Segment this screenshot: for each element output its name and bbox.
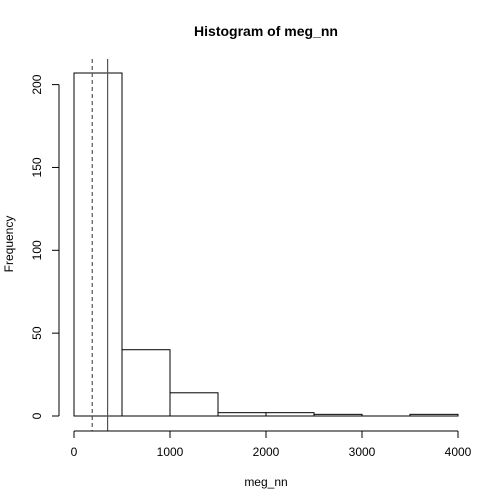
x-tick-label: 1000 xyxy=(157,445,184,459)
x-tick-label: 3000 xyxy=(349,445,376,459)
y-axis-label: Frequency xyxy=(2,216,16,273)
x-tick-label: 4000 xyxy=(445,445,472,459)
histogram-bar xyxy=(169,392,219,417)
x-axis: 0 1000 2000 3000 4000 xyxy=(71,430,472,459)
y-tick-label: 50 xyxy=(30,326,44,340)
reference-lines-group xyxy=(91,59,109,431)
x-tick-label: 2000 xyxy=(253,445,280,459)
y-axis: 0 50 100 150 200 xyxy=(30,74,60,419)
chart-title: Histogram of meg_nn xyxy=(194,23,338,39)
bars-group xyxy=(73,72,459,417)
histogram-bar xyxy=(313,413,363,417)
x-tick-label: 0 xyxy=(71,445,78,459)
histogram-bar xyxy=(409,413,459,417)
histogram-bar xyxy=(265,412,315,417)
y-tick-label: 200 xyxy=(30,74,44,94)
x-axis-label: meg_nn xyxy=(244,475,287,489)
histogram-bar xyxy=(73,72,123,417)
y-tick-label: 150 xyxy=(30,157,44,177)
histogram-bar xyxy=(121,349,171,417)
y-tick-label: 100 xyxy=(30,240,44,260)
y-tick-label: 0 xyxy=(30,412,44,419)
histogram-bar xyxy=(217,412,267,417)
